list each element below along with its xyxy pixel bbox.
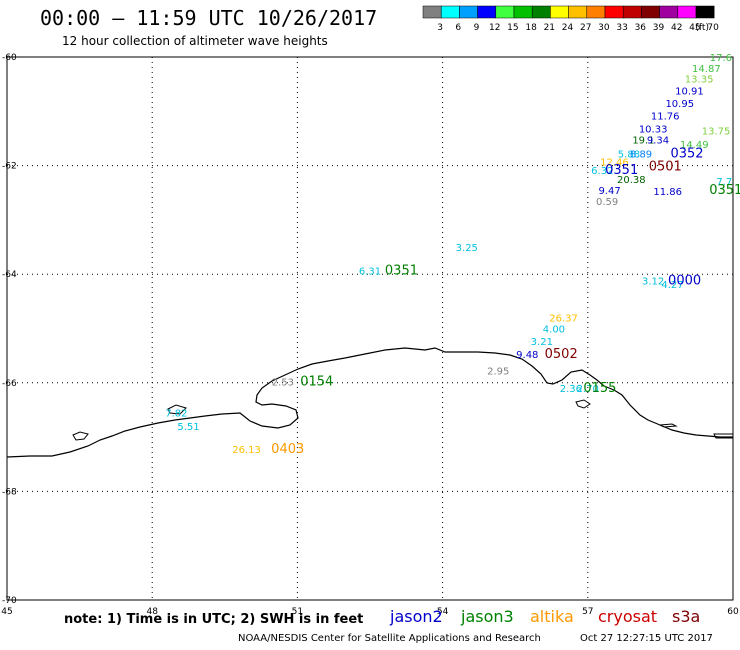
wave-height-label: 14.87 bbox=[692, 64, 721, 75]
scale-label: 6 bbox=[455, 23, 461, 33]
wave-height-label: 3.21 bbox=[531, 337, 553, 348]
lon-tick-label: 54 bbox=[437, 607, 449, 617]
legend-jason3: jason3 bbox=[461, 607, 514, 626]
lat-tick-label: -66 bbox=[2, 379, 17, 389]
legend-jason2: jason2 bbox=[390, 607, 443, 626]
pass-id-label: 0501 bbox=[649, 160, 682, 175]
scale-label: 33 bbox=[616, 23, 627, 33]
wave-height-label: 2.95 bbox=[487, 366, 509, 377]
wave-height-label: 0.59 bbox=[596, 197, 618, 208]
wave-height-label: 10.95 bbox=[665, 99, 694, 110]
wave-height-label: 9.47 bbox=[598, 186, 620, 197]
wave-height-label: 17.6 bbox=[710, 53, 732, 64]
lon-tick-label: 57 bbox=[582, 607, 593, 617]
wave-height-label: 11.86 bbox=[653, 187, 682, 198]
wave-height-label: 11.76 bbox=[651, 112, 680, 123]
island-outline bbox=[167, 404, 187, 415]
note-text: note: 1) Time is in UTC; 2) SWH is in fe… bbox=[64, 612, 364, 627]
pass-id-label: 0000 bbox=[668, 274, 701, 289]
legend-s3a: s3a bbox=[672, 607, 701, 626]
lat-tick-label: -62 bbox=[2, 162, 17, 172]
scale-label: 9 bbox=[474, 23, 480, 33]
scale-label: 21 bbox=[544, 23, 555, 33]
wave-height-label: 10.33 bbox=[639, 125, 668, 136]
island-outline bbox=[72, 431, 89, 441]
pass-id-label: 0351 bbox=[385, 263, 418, 278]
island-outline bbox=[575, 399, 591, 409]
wave-height-label: 26.37 bbox=[549, 314, 578, 325]
wave-height-label: 6.31 bbox=[359, 266, 381, 277]
map-subtitle: 12 hour collection of altimeter wave hei… bbox=[62, 34, 328, 48]
scale-label: 39 bbox=[653, 23, 665, 33]
island-outline bbox=[658, 423, 678, 428]
lon-tick-label: 51 bbox=[292, 607, 303, 617]
scale-label: 24 bbox=[562, 23, 574, 33]
wave-height-label: 8.89 bbox=[630, 150, 652, 161]
scale-label: 70 bbox=[707, 23, 719, 33]
legend-altika: altika bbox=[530, 607, 574, 626]
scale-label: 30 bbox=[598, 23, 610, 33]
scale-label: 18 bbox=[525, 23, 537, 33]
lon-tick-label: 60 bbox=[727, 607, 739, 617]
wave-height-label: 2.36 bbox=[560, 384, 582, 395]
wave-height-label: 3.12 bbox=[642, 277, 664, 288]
scale-label: 42 bbox=[671, 23, 682, 33]
pass-id-label: 0351 bbox=[605, 163, 638, 178]
pass-id-label: 0155 bbox=[583, 381, 616, 396]
scale-label: 3 bbox=[437, 23, 443, 33]
pass-id-label: 0352 bbox=[670, 147, 703, 162]
generated-time: Oct 27 12:27:15 UTC 2017 bbox=[580, 633, 713, 644]
wave-height-label: 10.91 bbox=[675, 87, 704, 98]
wave-height-label: 5.88 bbox=[618, 150, 640, 161]
scale-label: 15 bbox=[507, 23, 518, 33]
wave-height-label: 20.38 bbox=[617, 175, 646, 186]
wave-height-label: 6.32 bbox=[591, 166, 613, 177]
wave-height-label: 5.51 bbox=[177, 422, 199, 433]
lat-tick-label: -64 bbox=[2, 270, 17, 280]
lon-tick-label: 45 bbox=[1, 607, 12, 617]
wave-height-label: 13.75 bbox=[702, 126, 731, 137]
island-outline bbox=[713, 433, 734, 439]
wave-height-label: 19.1 bbox=[632, 136, 654, 147]
scale-label: 12 bbox=[489, 23, 500, 33]
wave-height-label: 13.35 bbox=[685, 75, 714, 86]
wave-height-label: 4.00 bbox=[543, 325, 565, 336]
lat-tick-label: -68 bbox=[2, 487, 17, 497]
credit-text: NOAA/NESDIS Center for Satellite Applica… bbox=[238, 633, 541, 644]
wave-height-label: 9.34 bbox=[647, 136, 669, 147]
scale-swatch bbox=[695, 5, 715, 19]
map-title: 00:00 – 11:59 UTC 10/26/2017 bbox=[40, 6, 378, 30]
lon-tick-label: 48 bbox=[146, 607, 158, 617]
wave-height-label: 7.82 bbox=[165, 409, 187, 420]
coastline bbox=[6, 347, 733, 458]
scale-label: 27 bbox=[580, 23, 591, 33]
pass-id-label: 0154 bbox=[300, 375, 333, 390]
wave-height-label: 9.48 bbox=[516, 350, 538, 361]
wave-height-label: 26.13 bbox=[232, 445, 261, 456]
wave-height-label: 4.27 bbox=[661, 280, 683, 291]
wave-height-label: 14.49 bbox=[680, 140, 709, 151]
pass-id-label: 0351 bbox=[709, 183, 740, 198]
pass-id-label: 0403 bbox=[271, 442, 304, 457]
map-frame bbox=[6, 56, 734, 601]
wave-height-label: 2.70 bbox=[577, 384, 599, 395]
legend-cryosat: cryosat bbox=[598, 607, 658, 626]
wave-height-label: 2.53 bbox=[272, 378, 294, 389]
scale-unit: (ft) bbox=[695, 23, 709, 33]
lat-tick-label: -70 bbox=[2, 596, 17, 606]
wave-height-label: 12.46 bbox=[600, 157, 629, 168]
wave-height-label: 3.25 bbox=[456, 243, 478, 254]
scale-label: 36 bbox=[635, 23, 647, 33]
lat-tick-label: -60 bbox=[2, 53, 17, 63]
scale-label: 45 bbox=[689, 23, 700, 33]
wave-height-label: 7.7 bbox=[716, 177, 732, 188]
color-scale-bar: 3 6 9 12 15 18 21 24 27 30 33 36 39 42 45 70(ft) bbox=[422, 5, 719, 33]
pass-id-label: 0502 bbox=[545, 347, 578, 362]
